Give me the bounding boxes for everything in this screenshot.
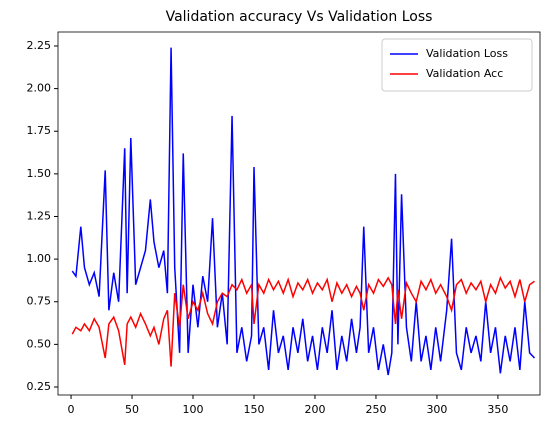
x-tick-label: 100: [183, 403, 204, 416]
y-tick-label: 2.00: [27, 82, 52, 95]
data-line: [71, 275, 535, 367]
y-tick-label: 1.00: [27, 252, 52, 265]
x-tick-label: 0: [68, 403, 75, 416]
y-tick-label: 1.25: [27, 209, 52, 222]
chart-title: Validation accuracy Vs Validation Loss: [166, 9, 433, 25]
legend-label: Validation Loss: [426, 47, 508, 60]
x-tick-label: 200: [304, 403, 325, 416]
x-tick-label: 250: [365, 403, 386, 416]
y-tick-label: 0.50: [27, 337, 52, 350]
legend-label: Validation Acc: [426, 67, 503, 80]
x-tick-label: 350: [487, 403, 508, 416]
x-tick-label: 50: [125, 403, 139, 416]
y-tick-label: 1.75: [27, 124, 52, 137]
x-tick-label: 300: [426, 403, 447, 416]
legend-box: [381, 38, 533, 92]
y-tick-label: 2.25: [27, 39, 52, 52]
data-line: [71, 47, 536, 376]
y-tick-label: 1.50: [27, 167, 52, 180]
plot-frame: [57, 31, 541, 396]
y-tick-label: 0.25: [27, 380, 52, 393]
y-tick-label: 0.75: [27, 295, 52, 308]
x-tick-label: 150: [243, 403, 264, 416]
